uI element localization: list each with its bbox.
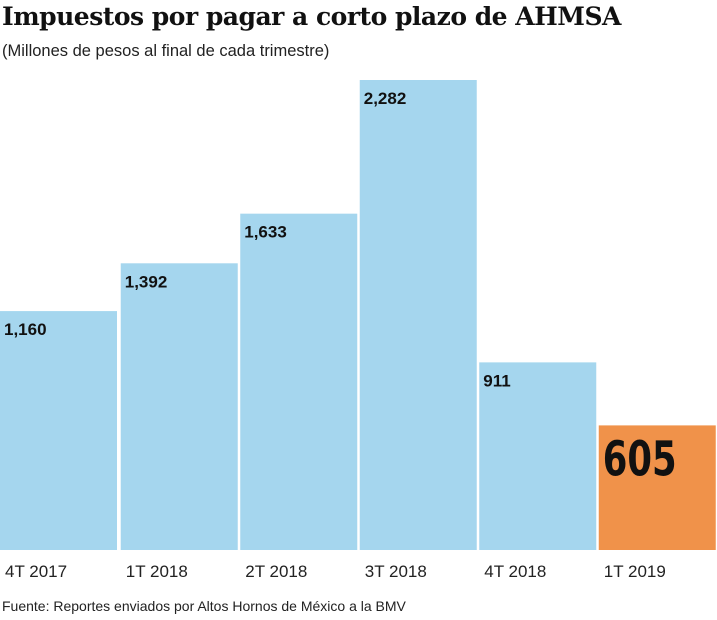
bar-0 <box>0 311 117 550</box>
data-label-4: 911 <box>483 371 510 390</box>
data-label-3: 2,282 <box>364 89 407 108</box>
x-tick-label-2: 2T 2018 <box>245 562 307 581</box>
x-tick-label-5: 1T 2019 <box>604 562 666 581</box>
x-tick-label-4: 4T 2018 <box>484 562 546 581</box>
bar-4 <box>479 362 597 550</box>
chart-title: Impuestos por pagar a corto plazo de AHM… <box>2 2 621 31</box>
x-tick-label-3: 3T 2018 <box>365 562 427 581</box>
bar-chart: 1,160 4T 2017 1,392 1T 2018 1,633 2T 2018 2,28… <box>0 80 716 581</box>
bar-3 <box>359 80 477 550</box>
x-tick-label-0: 4T 2017 <box>5 562 67 581</box>
bar-5 <box>598 425 716 550</box>
data-label-0: 1,160 <box>4 320 47 339</box>
x-tick-label-1: 1T 2018 <box>126 562 188 581</box>
data-label-5: 605 <box>603 432 677 488</box>
source-note: Fuente: Reportes enviados por Altos Horn… <box>2 598 406 614</box>
bar-2 <box>240 213 358 550</box>
data-label-1: 1,392 <box>125 272 168 291</box>
data-label-2: 1,633 <box>244 223 287 242</box>
chart-subtitle: (Millones de pesos al final de cada trim… <box>2 42 330 60</box>
bar-1 <box>120 263 238 550</box>
